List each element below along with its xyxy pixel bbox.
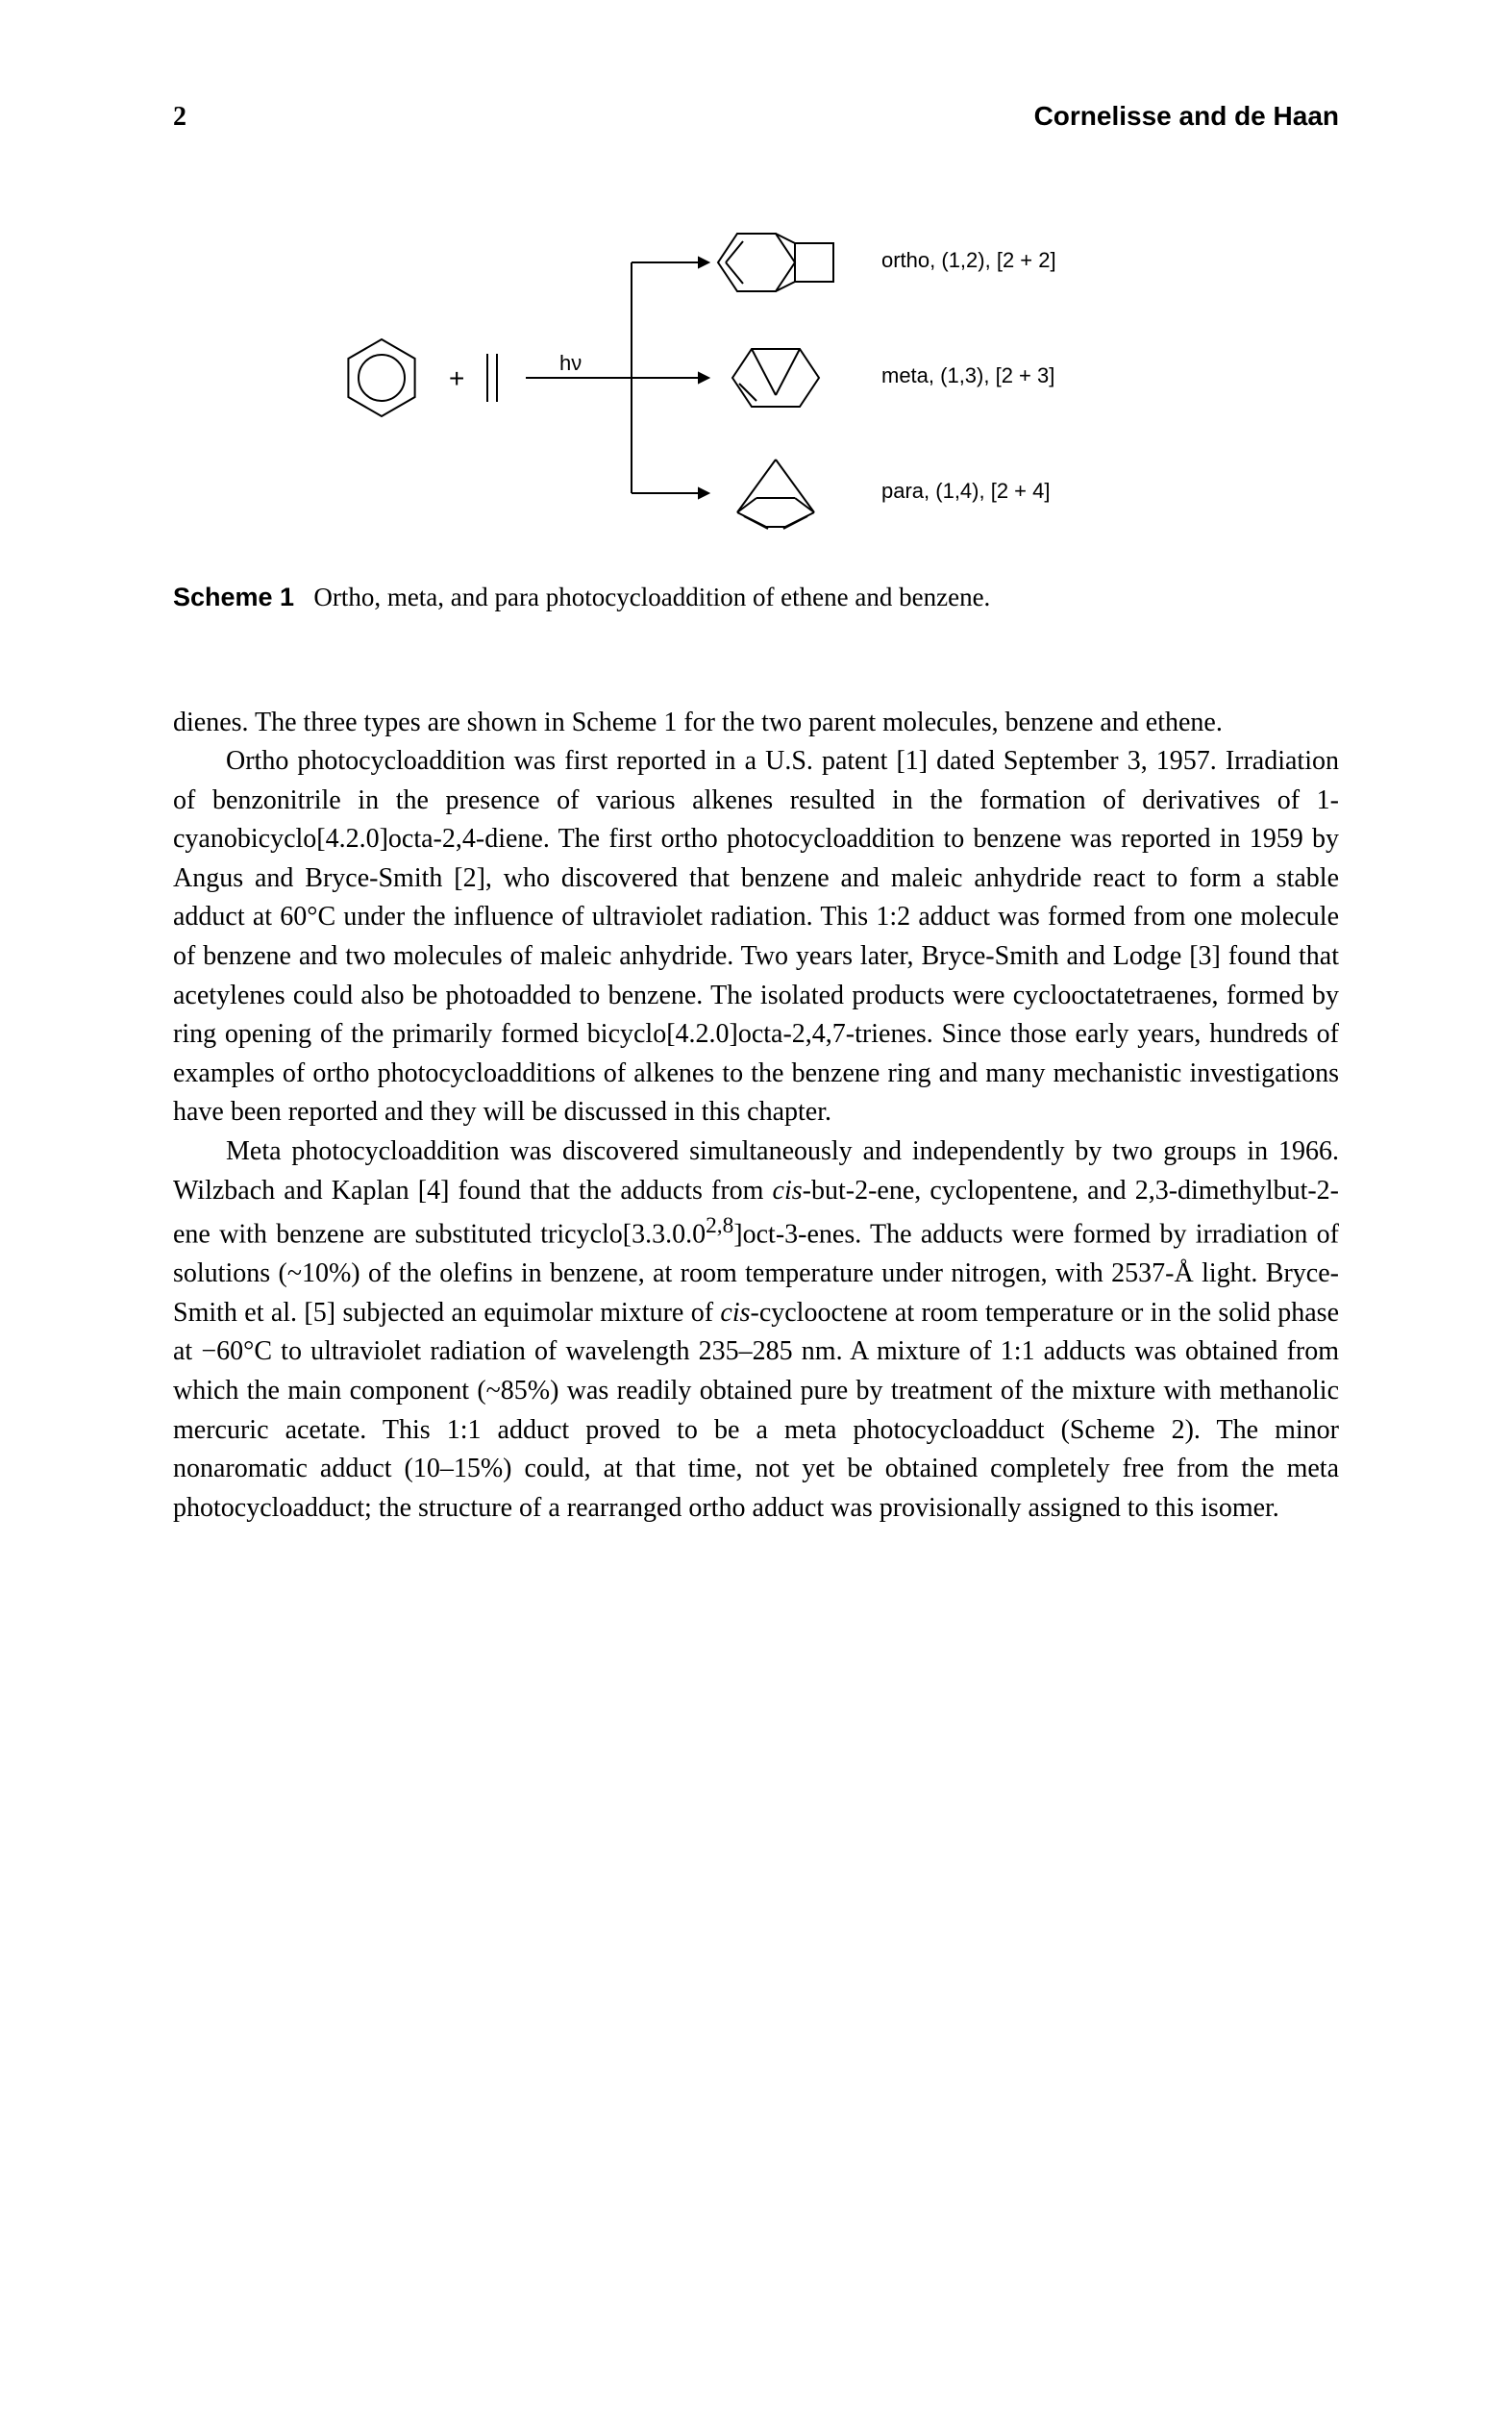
ethene-icon (487, 354, 497, 402)
scheme-caption-text: Ortho, meta, and para photocycloaddition… (313, 583, 990, 611)
scheme-label: Scheme 1 (173, 583, 294, 611)
scheme-figure: + hν (324, 205, 1189, 559)
meta-product-icon (732, 349, 819, 407)
paragraph-1: dienes. The three types are shown in Sch… (173, 704, 1339, 743)
para-product-icon (737, 460, 814, 529)
para-label: para, (1,4), [2 + 4] (881, 479, 1050, 503)
paragraph-3: Meta photocycloaddition was discovered s… (173, 1132, 1339, 1528)
page-header: 2 Cornelisse and de Haan (173, 96, 1339, 137)
page-number: 2 (173, 97, 186, 137)
scheme-svg: + hν (324, 205, 1189, 551)
plus-sign: + (449, 363, 464, 393)
benzene-icon (348, 339, 414, 416)
body-text: dienes. The three types are shown in Sch… (173, 704, 1339, 1529)
meta-label: meta, (1,3), [2 + 3] (881, 363, 1054, 387)
ortho-label: ortho, (1,2), [2 + 2] (881, 248, 1056, 272)
reaction-condition: hν (559, 351, 582, 375)
running-title: Cornelisse and de Haan (1034, 96, 1339, 137)
scheme-caption: Scheme 1 Ortho, meta, and para photocycl… (173, 578, 1339, 617)
ortho-product-icon (718, 234, 833, 291)
paragraph-2: Ortho photocycloaddition was first repor… (173, 742, 1339, 1132)
